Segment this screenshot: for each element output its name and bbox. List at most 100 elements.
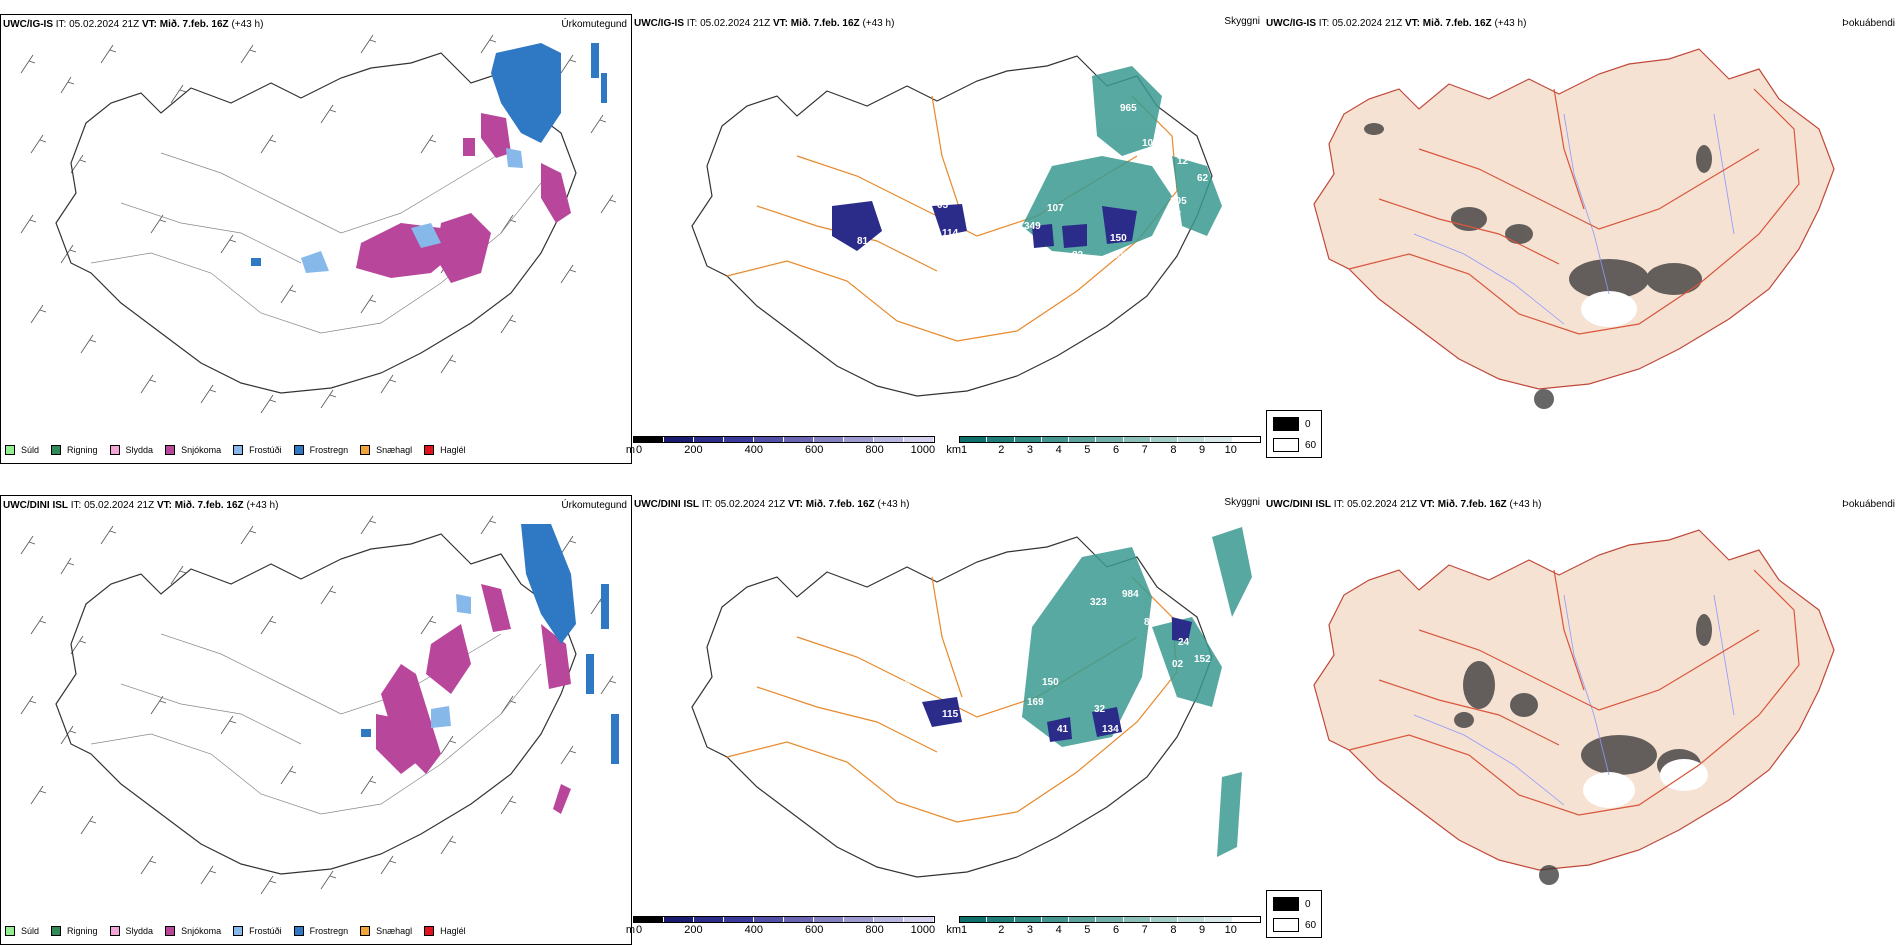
lead-time: (+43 h) (246, 500, 279, 511)
fog-panel-top: UWC/IG-IS IT: 05.02.2024 21Z VT: Mið. 7.… (1264, 14, 1900, 464)
scale-cell (1041, 917, 1070, 922)
legend-label: Súld (21, 445, 40, 455)
roads (90, 633, 542, 815)
legend-swatch (293, 445, 304, 455)
scale-tick: 5 (1084, 924, 1091, 936)
vis-label: 67 (992, 719, 1004, 730)
it-prefix: IT: (1333, 499, 1345, 510)
scale-tick: 2 (998, 924, 1005, 936)
vis-label: 965 (1120, 103, 1137, 114)
panel-type-title: Úrkomutegund (561, 500, 627, 511)
legend-label: Snæhagl (376, 926, 413, 936)
scale-tick: 1000 (910, 444, 936, 456)
frost-drizzle-areas (431, 594, 471, 728)
scale-unit: m (625, 444, 635, 456)
scale-tick: 7 (1141, 444, 1148, 456)
model-name: UWC/DINI ISL (3, 500, 68, 511)
visibility-scale-bottom: km 1 2 3 4 5 6 7 8 9 10 (946, 916, 1261, 936)
vis-label: 05 (937, 200, 949, 211)
vt-value: Mið. 7.feb. 16Z (174, 500, 244, 511)
legend-label: Snæhagl (376, 445, 413, 455)
vt-prefix: VT: (1404, 18, 1420, 29)
legend-label: Frostúði (249, 445, 282, 455)
vt-value: Mið. 7.feb. 16Z (790, 18, 860, 29)
vis-label: 323 (1090, 597, 1107, 608)
visibility-panel-bottom: UWC/DINI ISL IT: 05.02.2024 21Z VT: Mið.… (632, 495, 1264, 945)
legend-swatch (165, 445, 176, 455)
visibility-map: 965 105 12 62 105 87 107 349 150 101 82 … (691, 55, 1222, 397)
precip-legend: Súld Rigning Slydda Snjókoma Frostúði Fr… (5, 445, 466, 455)
iceland-outline (691, 536, 1213, 878)
fog-swatch (1273, 417, 1299, 431)
scale-cells (959, 916, 1261, 923)
scale-tick: 800 (865, 924, 884, 936)
scale-cell (874, 917, 904, 922)
legend-item-freezing-drizzle: Frostúði (233, 926, 282, 936)
it-value: 05.02.2024 21Z (715, 499, 786, 510)
scale-cell (814, 917, 844, 922)
vis-label: 38 (992, 243, 1004, 254)
scale-tick: 9 (1199, 444, 1206, 456)
scale-cell (1232, 917, 1260, 922)
scale-cell (960, 917, 988, 922)
precip-map (20, 34, 617, 414)
vis-label: 349 (1024, 221, 1041, 232)
vis-label: 984 (1122, 589, 1139, 600)
visibility-panel-top: UWC/IG-IS IT: 05.02.2024 21Z VT: Mið. 7.… (632, 14, 1264, 464)
vis-label: 116 (894, 679, 911, 690)
visibility-scale-top: km 1 2 3 4 5 6 7 8 9 10 (946, 436, 1261, 456)
scale-cell (1014, 437, 1042, 442)
scale-unit: km (946, 924, 961, 936)
white-areas (1581, 291, 1637, 327)
low-visibility-teal (1022, 66, 1222, 256)
fog-legend-row: 60 (1273, 438, 1316, 452)
scale-cell (694, 917, 724, 922)
scale-cell (1150, 917, 1179, 922)
legend-swatch (233, 445, 244, 455)
legend-label: Frostregn (309, 926, 349, 936)
scale-tick: 8 (1170, 444, 1177, 456)
panel-type-title: Skyggni (1224, 497, 1260, 508)
fog-darkness (1364, 123, 1712, 409)
iceland-outline (55, 533, 577, 875)
legend-label: Snjókoma (181, 926, 222, 936)
scale-tick: 5 (1084, 444, 1091, 456)
vis-label: 81 (857, 236, 869, 247)
freezing-rain-areas (361, 524, 619, 764)
visibility-value-labels: 323 984 87 24 152 02 92 150 169 32 134 4… (874, 589, 1211, 738)
scale-cell (634, 917, 664, 922)
scale-cell (1150, 437, 1179, 442)
scale-tick: 4 (1055, 924, 1062, 936)
scale-cell (904, 917, 934, 922)
panel-header: UWC/IG-IS IT: 05.02.2024 21Z VT: Mið. 7.… (1266, 18, 1526, 29)
scale-labels: m 0 200 400 600 800 1000 (626, 923, 935, 936)
scale-cell (784, 437, 814, 442)
legend-label: Frostúði (249, 926, 282, 936)
scale-cell (664, 437, 694, 442)
vis-label: 122 (874, 709, 891, 720)
iceland-land (1313, 48, 1835, 390)
panel-header: UWC/IG-IS IT: 05.02.2024 21Z VT: Mið. 7.… (634, 18, 894, 29)
vis-label: 24 (1178, 637, 1190, 648)
scale-tick: 800 (865, 444, 884, 456)
scale-cell (1041, 437, 1070, 442)
legend-swatch (5, 445, 15, 455)
legend-item-snow: Snjókoma (165, 926, 221, 936)
scale-tick: 600 (805, 444, 824, 456)
scale-tick: 10 (1224, 444, 1237, 456)
legend-item-rain: Rigning (51, 926, 98, 936)
panel-type-title: Þokuábendi (1842, 499, 1895, 510)
it-prefix: IT: (55, 19, 67, 30)
precip-legend: Súld Rigning Slydda Snjókoma Frostúði Fr… (5, 926, 466, 936)
legend-item-hail: Haglél (424, 926, 466, 936)
scale-cell (1178, 437, 1206, 442)
scale-tick: 8 (1170, 924, 1177, 936)
vis-label: 152 (1194, 654, 1211, 665)
fog-legend-label: 0 (1305, 898, 1311, 910)
it-prefix: IT: (701, 499, 713, 510)
scale-labels: km 1 2 3 4 5 6 7 8 9 10 (946, 443, 1261, 456)
vis-label: 119 (1036, 251, 1053, 262)
scale-cell (987, 437, 1015, 442)
legend-label: Rigning (67, 926, 98, 936)
